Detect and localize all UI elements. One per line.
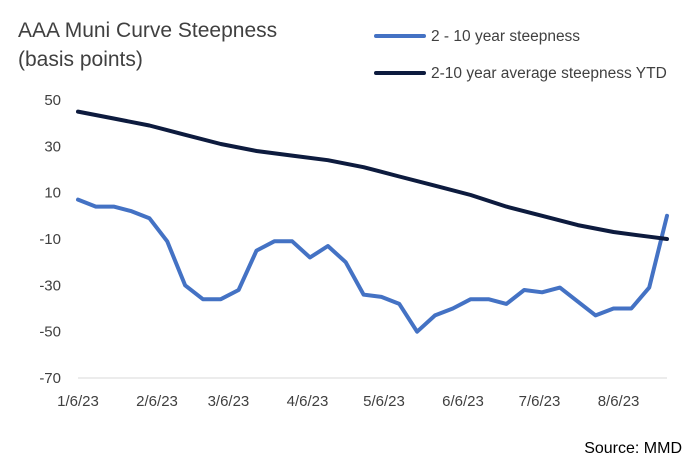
plot-area [76, 109, 669, 334]
y-tick-label: -50 [39, 324, 61, 341]
x-tick-label: 5/6/23 [363, 393, 405, 410]
series-line-average-ytd [76, 109, 669, 241]
chart-title: AAA Muni Curve Steepness [18, 19, 277, 42]
x-axis: 1/6/23 2/6/23 3/6/23 4/6/23 5/6/23 6/6/23 7/6/… [57, 377, 667, 410]
x-tick-label: 3/6/23 [208, 393, 250, 410]
x-tick-label: 8/6/23 [598, 393, 640, 410]
series-line-steepness [76, 197, 669, 334]
x-tick-label: 6/6/23 [442, 393, 484, 410]
x-tick-label: 4/6/23 [287, 393, 329, 410]
x-tick-label: 2/6/23 [136, 393, 178, 410]
y-axis: 50 30 10 -10 -30 -50 -70 [39, 92, 61, 387]
y-tick-label: -30 [39, 277, 61, 294]
y-tick-label: -70 [39, 370, 61, 387]
legend-label-steepness: 2 - 10 year steepness [431, 28, 580, 45]
source-note: Source: MMD [584, 440, 682, 457]
y-tick-label: -10 [39, 231, 61, 248]
x-tick-label: 1/6/23 [57, 393, 99, 410]
y-tick-label: 10 [44, 185, 61, 202]
y-tick-label: 30 [44, 138, 61, 155]
legend-label-average: 2-10 year average steepness YTD [431, 65, 667, 82]
legend: 2 - 10 year steepness 2-10 year average … [374, 28, 667, 82]
y-tick-label: 50 [44, 92, 61, 109]
x-tick-label: 7/6/23 [519, 393, 561, 410]
chart-subtitle: (basis points) [18, 48, 143, 71]
